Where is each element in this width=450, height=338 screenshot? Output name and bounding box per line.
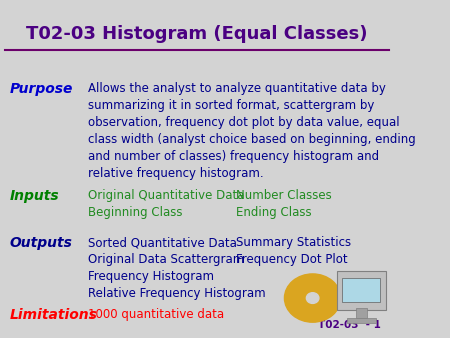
Text: T02-03  - 1: T02-03 - 1 xyxy=(318,320,381,330)
Text: Original Quantitative Data
Beginning Class: Original Quantitative Data Beginning Cla… xyxy=(87,189,244,219)
FancyBboxPatch shape xyxy=(337,271,386,310)
Text: Allows the analyst to analyze quantitative data by
summarizing it in sorted form: Allows the analyst to analyze quantitati… xyxy=(87,82,415,180)
Text: T02-03 Histogram (Equal Classes): T02-03 Histogram (Equal Classes) xyxy=(27,25,368,43)
Text: Number Classes
Ending Class: Number Classes Ending Class xyxy=(236,189,332,219)
Circle shape xyxy=(284,274,341,322)
Circle shape xyxy=(306,293,319,304)
Text: Summary Statistics
Frequency Dot Plot: Summary Statistics Frequency Dot Plot xyxy=(236,236,351,266)
Text: Inputs: Inputs xyxy=(9,189,59,203)
Text: 1000 quantitative data: 1000 quantitative data xyxy=(87,308,224,321)
Text: Outputs: Outputs xyxy=(9,236,72,250)
Text: Purpose: Purpose xyxy=(9,82,72,96)
Text: Sorted Quantitative Data
Original Data Scattergram
Frequency Histogram
Relative : Sorted Quantitative Data Original Data S… xyxy=(87,236,265,300)
Bar xyxy=(356,308,367,318)
FancyBboxPatch shape xyxy=(342,277,380,303)
Text: Limitations: Limitations xyxy=(9,308,97,322)
Bar xyxy=(346,317,377,322)
